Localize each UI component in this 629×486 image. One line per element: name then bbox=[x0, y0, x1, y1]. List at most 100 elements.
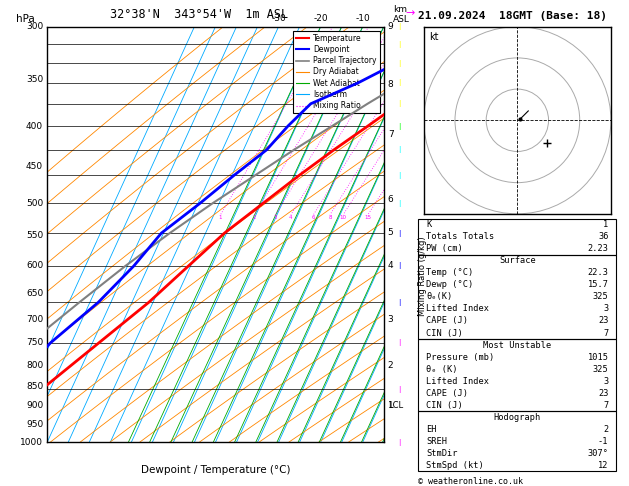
Text: 3: 3 bbox=[603, 377, 608, 386]
Bar bbox=[418, 255, 616, 339]
Text: 3: 3 bbox=[603, 304, 608, 313]
Text: 2: 2 bbox=[603, 425, 608, 434]
Text: hPa: hPa bbox=[16, 14, 35, 24]
Text: 550: 550 bbox=[26, 231, 43, 241]
Text: 10: 10 bbox=[340, 215, 347, 220]
Text: Surface: Surface bbox=[499, 256, 536, 265]
Text: 350: 350 bbox=[26, 75, 43, 85]
Text: 300: 300 bbox=[26, 22, 43, 31]
Text: |: | bbox=[398, 385, 401, 393]
Text: CAPE (J): CAPE (J) bbox=[426, 316, 468, 326]
Text: 6: 6 bbox=[387, 195, 394, 204]
Text: |: | bbox=[398, 146, 401, 153]
Text: 12: 12 bbox=[598, 461, 608, 470]
Text: 400: 400 bbox=[26, 122, 43, 131]
Text: 7: 7 bbox=[603, 401, 608, 410]
Text: 4: 4 bbox=[289, 215, 292, 220]
Text: 750: 750 bbox=[26, 338, 43, 347]
Text: CIN (J): CIN (J) bbox=[426, 329, 463, 337]
Text: 1: 1 bbox=[219, 215, 222, 220]
Bar bbox=[418, 219, 616, 255]
Text: 4: 4 bbox=[387, 261, 393, 270]
Text: 32°38'N  343°54'W  1m ASL: 32°38'N 343°54'W 1m ASL bbox=[109, 8, 287, 21]
Text: EH: EH bbox=[426, 425, 437, 434]
Text: Lifted Index: Lifted Index bbox=[426, 304, 489, 313]
Text: Pressure (mb): Pressure (mb) bbox=[426, 353, 494, 362]
Text: |: | bbox=[398, 100, 401, 107]
Text: © weatheronline.co.uk: © weatheronline.co.uk bbox=[418, 477, 523, 486]
Text: 307°: 307° bbox=[587, 449, 608, 458]
Text: 23: 23 bbox=[598, 389, 608, 398]
Text: 325: 325 bbox=[593, 293, 608, 301]
Text: 6: 6 bbox=[312, 215, 315, 220]
Text: CIN (J): CIN (J) bbox=[426, 401, 463, 410]
Text: kt: kt bbox=[430, 33, 439, 42]
Text: |: | bbox=[398, 200, 401, 207]
Text: 36: 36 bbox=[598, 232, 608, 241]
Legend: Temperature, Dewpoint, Parcel Trajectory, Dry Adiabat, Wet Adiabat, Isotherm, Mi: Temperature, Dewpoint, Parcel Trajectory… bbox=[292, 31, 380, 113]
Text: |: | bbox=[398, 60, 401, 67]
Text: 15: 15 bbox=[364, 215, 371, 220]
Text: |: | bbox=[398, 41, 401, 48]
Text: 800: 800 bbox=[26, 361, 43, 370]
Text: Most Unstable: Most Unstable bbox=[483, 341, 552, 349]
Text: 900: 900 bbox=[26, 401, 43, 410]
Text: km
ASL: km ASL bbox=[393, 5, 410, 24]
Text: |: | bbox=[398, 340, 401, 347]
Text: |: | bbox=[398, 439, 401, 446]
Text: 450: 450 bbox=[26, 162, 43, 171]
Text: StmSpd (kt): StmSpd (kt) bbox=[426, 461, 484, 470]
Text: Totals Totals: Totals Totals bbox=[426, 232, 494, 241]
Text: CAPE (J): CAPE (J) bbox=[426, 389, 468, 398]
Text: Hodograph: Hodograph bbox=[494, 413, 541, 422]
Text: 5: 5 bbox=[387, 228, 394, 237]
Text: Dewpoint / Temperature (°C): Dewpoint / Temperature (°C) bbox=[141, 465, 290, 475]
Text: 3: 3 bbox=[274, 215, 277, 220]
Text: |: | bbox=[398, 229, 401, 237]
Text: 1: 1 bbox=[603, 220, 608, 229]
Text: K: K bbox=[426, 220, 431, 229]
Text: 2: 2 bbox=[253, 215, 256, 220]
Text: 21.09.2024  18GMT (Base: 18): 21.09.2024 18GMT (Base: 18) bbox=[418, 11, 607, 21]
Text: 325: 325 bbox=[593, 364, 608, 374]
Text: 950: 950 bbox=[26, 420, 43, 429]
Text: 2.23: 2.23 bbox=[587, 244, 608, 253]
Text: 7: 7 bbox=[603, 329, 608, 337]
Text: 650: 650 bbox=[26, 289, 43, 298]
Text: |: | bbox=[398, 299, 401, 306]
Text: -10: -10 bbox=[355, 14, 370, 23]
Text: Mixing Ratio (g/kg): Mixing Ratio (g/kg) bbox=[418, 236, 427, 316]
Text: |: | bbox=[398, 79, 401, 87]
Text: SREH: SREH bbox=[426, 437, 447, 446]
Text: 500: 500 bbox=[26, 199, 43, 208]
Text: 23: 23 bbox=[598, 316, 608, 326]
Text: |: | bbox=[398, 23, 401, 30]
Text: 7: 7 bbox=[387, 130, 394, 139]
Text: →: → bbox=[406, 8, 415, 18]
Text: |: | bbox=[398, 262, 401, 269]
Text: 2: 2 bbox=[387, 361, 393, 370]
Text: θₑ (K): θₑ (K) bbox=[426, 364, 458, 374]
Text: PW (cm): PW (cm) bbox=[426, 244, 463, 253]
Text: 1: 1 bbox=[387, 401, 394, 410]
Text: 8: 8 bbox=[387, 80, 394, 89]
Text: LCL: LCL bbox=[387, 401, 403, 410]
Text: 22.3: 22.3 bbox=[587, 268, 608, 278]
Text: -30: -30 bbox=[271, 14, 286, 23]
Text: 600: 600 bbox=[26, 261, 43, 270]
Bar bbox=[418, 339, 616, 411]
Text: |: | bbox=[398, 122, 401, 129]
Text: Dewp (°C): Dewp (°C) bbox=[426, 280, 474, 289]
Text: -1: -1 bbox=[598, 437, 608, 446]
Text: -20: -20 bbox=[313, 14, 328, 23]
Text: 15.7: 15.7 bbox=[587, 280, 608, 289]
Text: StmDir: StmDir bbox=[426, 449, 458, 458]
Text: 9: 9 bbox=[387, 22, 394, 31]
Text: |: | bbox=[398, 172, 401, 179]
Text: 8: 8 bbox=[328, 215, 331, 220]
Bar bbox=[418, 411, 616, 471]
Text: 850: 850 bbox=[26, 382, 43, 391]
Text: 1000: 1000 bbox=[20, 438, 43, 447]
Text: Temp (°C): Temp (°C) bbox=[426, 268, 474, 278]
Text: θₑ(K): θₑ(K) bbox=[426, 293, 452, 301]
